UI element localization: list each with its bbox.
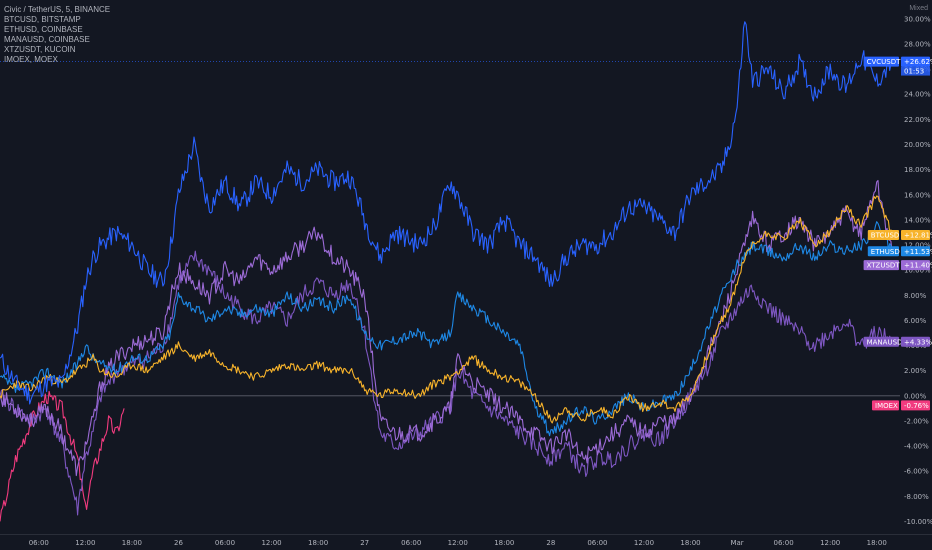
series-name-tag-cvcusdt [863, 56, 899, 67]
x-tick-label: 28 [546, 539, 555, 547]
y-tick-label: 6.00% [904, 317, 927, 325]
y-tick-label: 18.00% [904, 166, 931, 174]
series-name-label-ethusd: ETHUSD [871, 248, 900, 256]
series-value-label-imoex: -0.76% [904, 402, 929, 410]
y-tick-label: 14.00% [904, 216, 931, 224]
series-value-tag-imoex [901, 400, 930, 411]
x-tick-label: 06:00 [401, 539, 421, 547]
y-tick-label: 8.00% [904, 292, 927, 300]
x-tick-label: 26 [174, 539, 183, 547]
series-line-imoex[interactable] [0, 390, 125, 522]
series-line-xtzusdt[interactable] [0, 179, 893, 477]
x-tick-label: 06:00 [587, 539, 607, 547]
series-name-label-btcusd: BTCUSD [871, 231, 900, 239]
y-tick-label: 20.00% [904, 141, 931, 149]
series-value-tag-manausd [901, 336, 930, 347]
series-value-label-manausd: +4.33% [904, 338, 932, 346]
series-value-tag-ethusd [901, 246, 930, 257]
series-name-tag-manausd [863, 336, 899, 347]
series-name-tag-imoex [872, 400, 899, 411]
price-scale[interactable] [900, 0, 932, 550]
legend-btcusd[interactable]: BTCUSD, BITSTAMP [4, 15, 81, 24]
x-tick-label: 06:00 [215, 539, 235, 547]
y-tick-label: 16.00% [904, 191, 931, 199]
x-tick-label: 12:00 [448, 539, 468, 547]
series-line-ethusd[interactable] [0, 221, 893, 437]
y-tick-label: -8.00% [904, 493, 929, 501]
series-countdown-label: 01:53 [904, 68, 924, 76]
series-value-label-cvcusdt: +26.62% [904, 58, 932, 66]
legend-xtzusdt[interactable]: XTZUSDT, KUCOIN [4, 45, 76, 54]
series-value-label-xtzusdt: +11.40% [904, 262, 932, 270]
series-value-label-ethusd: +11.53% [904, 248, 932, 256]
series-name-label-cvcusdt: CVCUSDT [867, 58, 902, 66]
chart-legend: Civic / TetherUS, 5, BINANCE BTCUSD, BIT… [4, 5, 110, 65]
y-tick-label: 10.00% [904, 267, 931, 275]
legend-ethusd[interactable]: ETHUSD, COINBASE [4, 25, 83, 34]
y-tick-label: -2.00% [904, 417, 929, 425]
x-tick-label: 18:00 [867, 539, 887, 547]
series-value-tag-btcusd [901, 229, 930, 240]
series-value-tag-cvcusdt [901, 56, 930, 67]
series-name-label-manausd: MANAUSD [867, 338, 903, 346]
x-tick-label: 18:00 [122, 539, 142, 547]
series-name-label-imoex: IMOEX [875, 402, 898, 410]
series-name-tag-ethusd [867, 246, 899, 257]
y-tick-label: 22.00% [904, 116, 931, 124]
legend-imoex[interactable]: IMOEX, MOEX [4, 55, 58, 64]
x-tick-label: 12:00 [634, 539, 654, 547]
y-tick-label: 2.00% [904, 367, 927, 375]
x-tick-label: 06:00 [774, 539, 794, 547]
x-tick-label: 12:00 [75, 539, 95, 547]
series-line-btcusd[interactable] [0, 195, 893, 424]
scale-mode-label[interactable]: Mixed [909, 5, 928, 12]
y-tick-label: -10.00% [904, 518, 932, 526]
series-name-tag-btcusd [867, 229, 899, 240]
x-tick-label: 18:00 [494, 539, 514, 547]
y-tick-label: 12.00% [904, 242, 931, 250]
series-value-label-btcusd: +12.81% [904, 231, 932, 239]
y-tick-label: -6.00% [904, 468, 929, 476]
x-tick-label: Mar [730, 539, 743, 547]
y-tick-label: 28.00% [904, 40, 931, 48]
y-tick-label: -4.00% [904, 443, 929, 451]
series-name-label-xtzusdt: XTZUSDT [867, 262, 901, 270]
series-countdown-tag [901, 66, 930, 76]
y-tick-label: 30.00% [904, 15, 931, 23]
y-tick-label: 0.00% [904, 392, 927, 400]
series-line-manausd[interactable] [0, 250, 893, 516]
series-line-cvcusdt[interactable] [0, 21, 893, 405]
series-name-tag-xtzusdt [863, 260, 899, 271]
x-tick-label: 12:00 [261, 539, 281, 547]
series-value-tag-xtzusdt [901, 260, 930, 271]
x-tick-label: 18:00 [308, 539, 328, 547]
legend-manausd[interactable]: MANAUSD, COINBASE [4, 35, 90, 44]
legend-main-symbol[interactable]: Civic / TetherUS, 5, BINANCE [4, 5, 111, 14]
x-tick-label: 06:00 [29, 539, 49, 547]
x-tick-label: 27 [360, 539, 369, 547]
y-tick-label: 24.00% [904, 91, 931, 99]
x-tick-label: 12:00 [820, 539, 840, 547]
x-tick-label: 18:00 [680, 539, 700, 547]
